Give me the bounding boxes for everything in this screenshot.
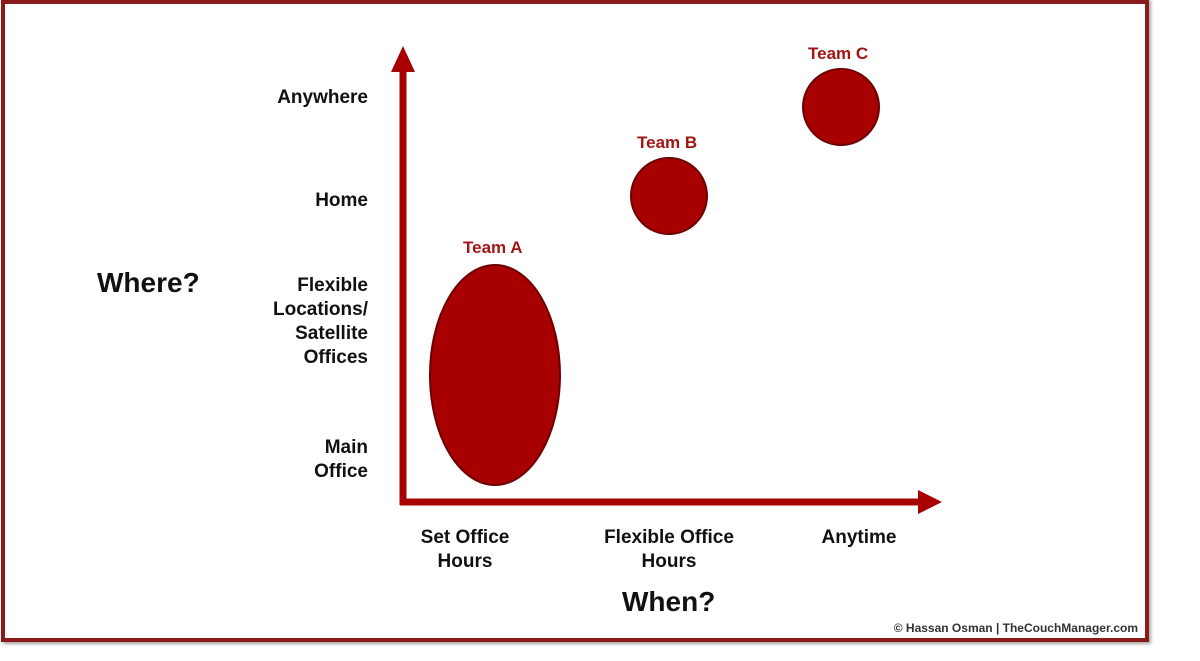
x-tick-anytime: Anytime: [821, 527, 897, 548]
x-axis-arrow: [400, 490, 942, 514]
x-tick-flexible-office-hours: Flexible Office Hours: [604, 527, 734, 572]
x-axis-title: When?: [622, 586, 716, 617]
team-b-bubble: [630, 157, 708, 235]
y-tick-flexible-locations: Flexible Locations/ Satellite Offices: [272, 275, 368, 368]
team-b-label: Team B: [637, 133, 698, 152]
y-tick-main-office: Main Office: [314, 437, 368, 482]
team-c-label: Team C: [808, 44, 869, 63]
y-tick-home: Home: [315, 190, 368, 211]
y-axis-arrow: [391, 46, 415, 505]
x-tick-set-office-hours: Set Office Hours: [420, 527, 510, 572]
team-a-bubble: [429, 264, 561, 486]
copyright-credit: © Hassan Osman | TheCouchManager.com: [893, 621, 1138, 635]
y-axis-title: Where?: [97, 267, 200, 298]
team-a-label: Team A: [463, 238, 523, 257]
team-c-bubble: [802, 68, 880, 146]
diagram-frame: [1, 0, 1149, 642]
y-tick-anywhere: Anywhere: [277, 87, 368, 108]
